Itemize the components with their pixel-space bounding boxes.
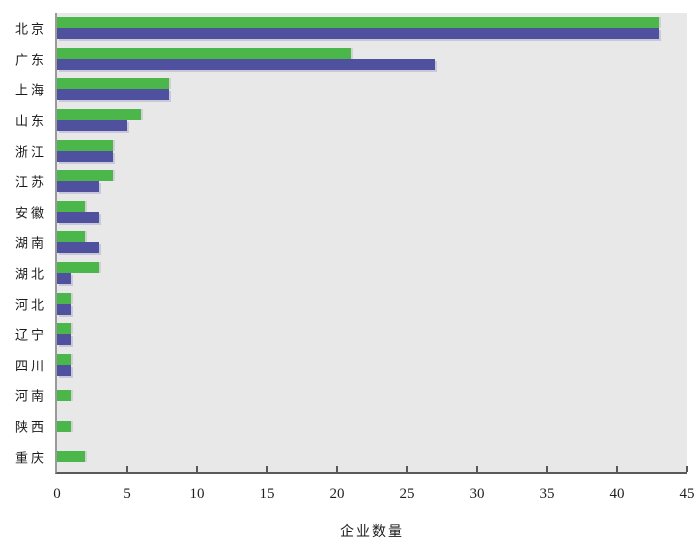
category-row: 安徽 — [15, 197, 687, 228]
bar-blue — [57, 58, 435, 70]
bar-green — [57, 170, 113, 182]
bar-green — [57, 292, 71, 304]
category-row: 北京 — [15, 13, 687, 44]
bar-green — [57, 78, 169, 90]
bar-green — [57, 389, 71, 401]
y-axis-label: 陕西 — [14, 419, 47, 435]
x-axis-tick — [615, 466, 618, 472]
y-axis-label: 辽宁 — [14, 327, 47, 343]
x-tick-label: 10 — [189, 486, 205, 502]
bar-green — [57, 262, 99, 274]
x-axis-tick — [125, 466, 128, 472]
category-row: 上海 — [15, 74, 687, 105]
bar-blue — [57, 28, 659, 40]
bar-green — [57, 17, 659, 29]
x-tick-label: 30 — [469, 486, 485, 502]
y-axis-label: 浙江 — [14, 144, 47, 160]
category-row: 广东 — [15, 44, 687, 75]
category-row: 陕西 — [15, 411, 687, 442]
category-row: 河南 — [15, 380, 687, 411]
x-tick-label: 5 — [123, 486, 131, 502]
category-row: 辽宁 — [15, 319, 687, 350]
bar-blue — [57, 150, 113, 162]
y-axis-label: 河北 — [14, 297, 47, 313]
x-axis-tick — [476, 466, 478, 472]
bar-blue — [57, 181, 99, 193]
bar-green — [57, 323, 71, 335]
bar-blue — [57, 303, 71, 315]
x-axis-tick — [686, 466, 688, 472]
x-tick-label: 0 — [53, 486, 61, 502]
bar-blue — [57, 120, 127, 132]
x-tick-label: 35 — [539, 486, 555, 502]
bar-blue — [57, 242, 99, 254]
x-axis-tick-labels: 0 5 10 15 20 25 30 35 40 45 — [53, 486, 694, 506]
x-axis-tick — [195, 466, 198, 472]
y-axis-label: 河南 — [14, 388, 47, 404]
y-axis-label: 湖北 — [14, 266, 47, 282]
bar-blue — [57, 273, 71, 285]
x-tick-label: 40 — [609, 486, 625, 502]
category-row: 河北 — [15, 288, 687, 319]
x-tick-label: 45 — [679, 486, 695, 502]
y-axis-label: 重庆 — [14, 450, 47, 466]
x-tick-label: 20 — [329, 486, 345, 502]
bar-blue — [57, 364, 71, 376]
x-axis-tick — [546, 466, 548, 472]
bar-green — [57, 353, 71, 365]
category-row: 江苏 — [15, 166, 687, 197]
x-axis-tick — [266, 466, 268, 472]
y-axis-label: 山东 — [14, 113, 47, 129]
category-row: 重庆 — [15, 441, 687, 472]
bar-green — [57, 139, 113, 151]
category-row: 湖北 — [15, 258, 687, 289]
y-axis-label: 江苏 — [14, 174, 47, 190]
bar-green — [57, 420, 71, 432]
bar-green — [57, 451, 85, 463]
y-axis-label: 广东 — [14, 52, 47, 68]
y-axis-label: 北京 — [14, 21, 47, 37]
plot-area: 北京广东上海山东浙江江苏安徽湖南湖北河北辽宁四川河南陕西重庆 — [15, 13, 688, 474]
category-row: 山东 — [15, 105, 687, 136]
bar-green — [57, 109, 141, 121]
category-row: 浙江 — [15, 135, 687, 166]
category-row: 四川 — [15, 350, 687, 381]
x-axis-tick — [335, 466, 338, 472]
bar-blue — [57, 334, 71, 346]
bar-blue — [57, 89, 169, 101]
y-axis-label: 四川 — [14, 358, 47, 374]
bar-green — [57, 231, 85, 243]
x-axis-title: 企业数量 — [340, 525, 404, 540]
bar-blue — [57, 211, 99, 223]
y-axis-label: 安徽 — [14, 205, 47, 221]
bar-green — [57, 200, 85, 212]
x-axis-tick — [406, 466, 408, 472]
y-axis-label: 上海 — [14, 82, 47, 98]
bar-green — [57, 47, 351, 59]
x-tick-label: 25 — [399, 486, 415, 502]
category-row: 湖南 — [15, 227, 687, 258]
x-tick-label: 15 — [259, 486, 275, 502]
y-axis-label: 湖南 — [14, 235, 47, 251]
